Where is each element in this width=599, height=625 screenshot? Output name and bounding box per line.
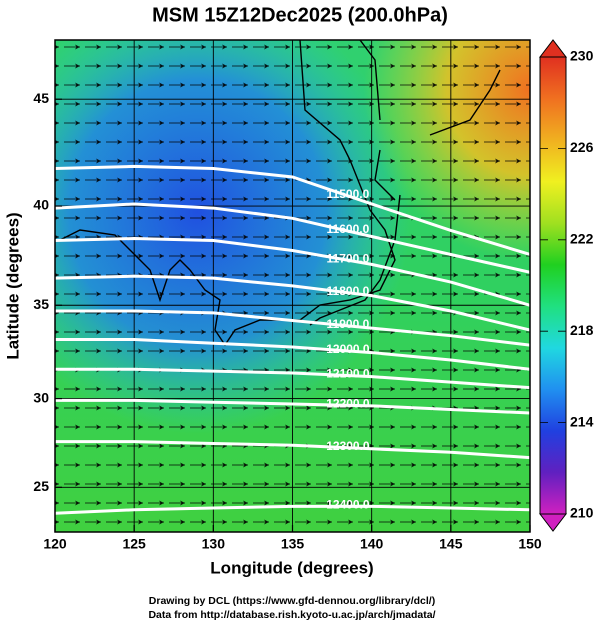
contour-label: 11500.0 bbox=[327, 187, 370, 201]
contour-line bbox=[55, 337, 530, 371]
colorbar-tick-label: 226 bbox=[570, 139, 594, 155]
x-tick-label: 145 bbox=[439, 536, 463, 552]
x-tick-label: 130 bbox=[202, 536, 226, 552]
colorbar-min-arrow bbox=[538, 513, 568, 532]
colorbar-tick-label: 230 bbox=[570, 48, 594, 64]
contour-label: 11800.0 bbox=[327, 284, 370, 298]
contour-label: 12300.0 bbox=[326, 439, 370, 453]
contour-line bbox=[55, 504, 530, 515]
contour-line bbox=[55, 202, 530, 274]
chart-title: MSM 15Z12Dec2025 (200.0hPa) bbox=[152, 4, 448, 26]
contour-label: 12000.0 bbox=[326, 342, 370, 356]
contour-label: 11600.0 bbox=[327, 222, 370, 236]
y-axis-label: Latitude (degrees) bbox=[3, 212, 22, 359]
contour-line bbox=[55, 440, 530, 460]
contour-line bbox=[55, 367, 530, 390]
x-tick-label: 125 bbox=[122, 536, 146, 552]
contour-line bbox=[55, 398, 530, 415]
credit-line: Data from http://database.rish.kyoto-u.a… bbox=[148, 609, 435, 621]
y-tick-label: 40 bbox=[33, 197, 49, 213]
contour-line bbox=[55, 164, 530, 256]
contour-label: 11700.0 bbox=[327, 251, 370, 265]
colorbar-tick-label: 210 bbox=[570, 505, 594, 521]
contours: 11500.0 11600.0 11700.0 11800.0 11900.0 12000… bbox=[55, 164, 530, 515]
colorbar: 210 214 218 222 226 230 bbox=[538, 39, 594, 532]
colorbar-tick-label: 218 bbox=[570, 322, 594, 338]
x-tick-label: 135 bbox=[281, 536, 305, 552]
colorbar-body bbox=[539, 56, 567, 515]
axes: 120 125 130 135 140 145 150 25 30 35 40 45 bbox=[33, 90, 541, 552]
contour-label: 12200.0 bbox=[326, 396, 370, 410]
x-tick-label: 120 bbox=[43, 536, 67, 552]
colorbar-tick-label: 214 bbox=[570, 413, 594, 429]
contour-label: 12400.0 bbox=[326, 498, 370, 512]
contour-line bbox=[55, 309, 530, 347]
colorbar-tick-label: 222 bbox=[570, 231, 594, 247]
x-tick-label: 150 bbox=[518, 536, 542, 552]
x-axis-label: Longitude (degrees) bbox=[210, 558, 373, 577]
credit-line: Drawing by DCL (https://www.gfd-dennou.o… bbox=[149, 595, 435, 607]
contour-label: 12100.0 bbox=[326, 367, 370, 381]
y-tick-label: 45 bbox=[33, 90, 49, 106]
y-tick-label: 30 bbox=[33, 389, 49, 405]
contour-line bbox=[55, 274, 530, 332]
contour-label: 11900.0 bbox=[327, 317, 370, 331]
contour-line bbox=[55, 237, 530, 307]
colorbar-max-arrow bbox=[538, 39, 568, 58]
x-tick-label: 140 bbox=[360, 536, 384, 552]
y-tick-label: 25 bbox=[33, 478, 49, 494]
plot-area: 11500.0 11600.0 11700.0 11800.0 11900.0 12000… bbox=[55, 40, 530, 532]
y-tick-label: 35 bbox=[33, 296, 49, 312]
